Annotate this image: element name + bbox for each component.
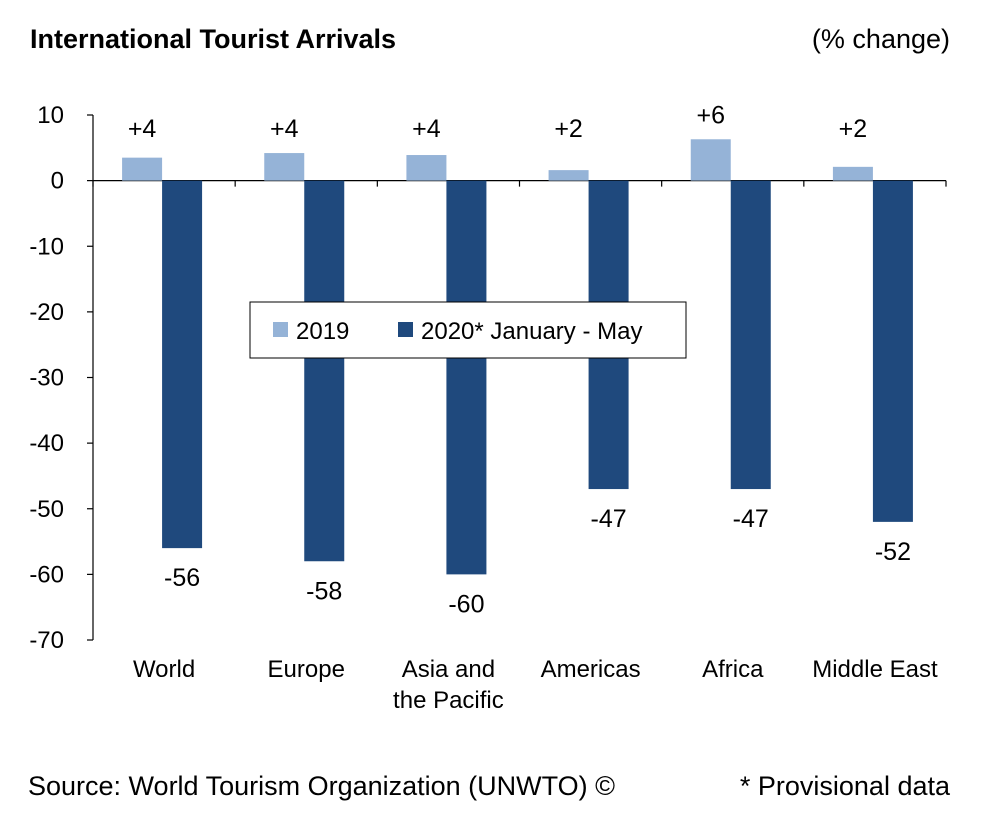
- category-label: World: [133, 656, 195, 683]
- bar-2019: [122, 157, 163, 181]
- data-label-2020: -52: [875, 538, 911, 566]
- y-tick-label: -40: [29, 430, 64, 457]
- y-tick-label: -20: [29, 299, 64, 326]
- provisional-note: * Provisional data: [740, 771, 951, 801]
- data-label-2019: +2: [554, 115, 583, 143]
- data-label-2020: -58: [306, 577, 342, 605]
- legend-swatch-2019: [273, 322, 288, 337]
- bar-2019: [264, 153, 305, 181]
- legend-box: [249, 301, 687, 359]
- axes: 10 0 -10 -20 -30 -40 -50 -60 -70: [29, 102, 947, 654]
- bar-2019: [690, 139, 731, 181]
- bar-2020: [162, 180, 203, 549]
- y-tick-label: 0: [51, 168, 64, 195]
- data-label-2019: +6: [696, 101, 725, 129]
- data-label-2020: -47: [591, 505, 627, 533]
- y-tick-label: -70: [29, 627, 64, 654]
- bar-2020: [304, 180, 345, 562]
- data-label-2019: +4: [270, 115, 299, 143]
- legend-label-2020: 2020* January - May: [421, 318, 642, 345]
- unit-label: (% change): [812, 24, 950, 54]
- bar-2020: [446, 180, 487, 575]
- bar-2019: [832, 166, 873, 181]
- category-labels: World Europe Asia and the Pacific Americas Af…: [133, 656, 938, 714]
- legend: 2019 2020* January - May: [249, 301, 687, 359]
- y-tick-label: -60: [29, 561, 64, 588]
- bar-2020: [730, 180, 771, 490]
- data-label-2019: +2: [839, 115, 868, 143]
- category-label: Americas: [541, 656, 641, 683]
- legend-swatch-2020: [398, 322, 413, 337]
- category-label: the Pacific: [393, 687, 504, 714]
- y-tick-label: -10: [29, 233, 64, 260]
- chart-title: International Tourist Arrivals: [30, 24, 396, 54]
- source-note: Source: World Tourism Organization (UNWT…: [28, 771, 615, 801]
- category-label: Middle East: [812, 656, 938, 683]
- bar-2019: [548, 170, 589, 181]
- y-tick-label: -30: [29, 365, 64, 392]
- data-labels: +4 -56 +4 -58 +4 -60 +2 -47 +6 -47 +2 -52: [128, 101, 911, 618]
- data-label-2020: -56: [164, 564, 200, 592]
- bar-2020: [872, 180, 913, 522]
- legend-label-2019: 2019: [296, 318, 349, 345]
- category-label: Europe: [268, 656, 345, 683]
- category-label: Africa: [702, 656, 764, 683]
- category-label: Asia and: [402, 656, 495, 683]
- data-label-2019: +4: [412, 115, 441, 143]
- y-tick-label: -50: [29, 496, 64, 523]
- bar-2019: [406, 155, 447, 181]
- data-label-2019: +4: [128, 115, 157, 143]
- data-label-2020: -47: [733, 505, 769, 533]
- y-tick-label: 10: [37, 102, 64, 129]
- data-label-2020: -60: [448, 590, 484, 618]
